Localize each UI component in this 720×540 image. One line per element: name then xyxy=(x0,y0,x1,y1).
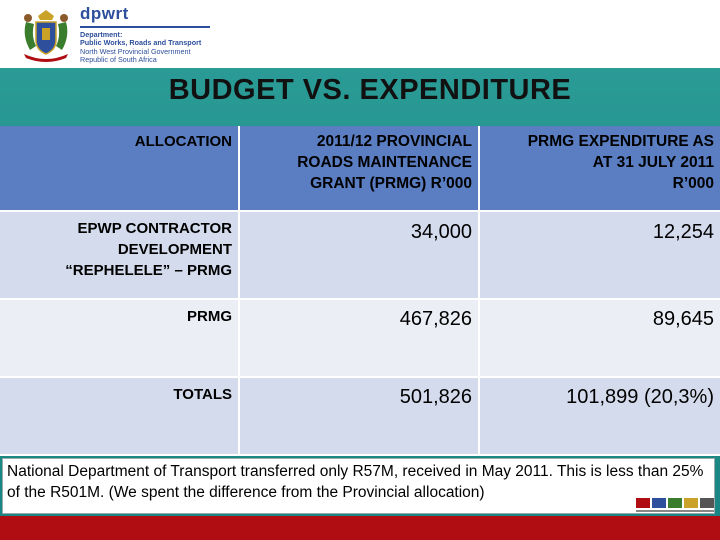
header-expenditure-line: R’000 xyxy=(672,175,714,192)
expenditure-value: 12,254 xyxy=(480,212,720,300)
department-name-block: dpwrt Department: Public Works, Roads an… xyxy=(80,4,210,65)
header-allocation: ALLOCATION xyxy=(0,126,240,212)
table-row: EPWP CONTRACTOR DEVELOPMENT “REPHELELE” … xyxy=(0,212,720,300)
row-label-line: PRMG xyxy=(187,308,232,325)
row-label: EPWP CONTRACTOR DEVELOPMENT “REPHELELE” … xyxy=(0,212,240,300)
header-grant-line: ROADS MAINTENANCE xyxy=(297,154,472,171)
grant-value: 501,826 xyxy=(240,378,480,456)
row-label-line: EPWP CONTRACTOR xyxy=(77,220,232,237)
expenditure-value: 89,645 xyxy=(480,300,720,378)
row-label-line: DEVELOPMENT xyxy=(117,241,232,258)
dept-line: Department: xyxy=(80,30,123,39)
department-header: dpwrt Department: Public Works, Roads an… xyxy=(0,0,720,68)
grant-value: 467,826 xyxy=(240,300,480,378)
dept-line: North West Provincial Government xyxy=(80,46,191,56)
table-row: PRMG 467,826 89,645 xyxy=(0,300,720,378)
row-label-line: TOTALS xyxy=(173,386,232,403)
dept-line: Public Works, Roads and Transport xyxy=(80,38,202,48)
row-label: TOTALS xyxy=(0,378,240,456)
header-grant: 2011/12 PROVINCIAL ROADS MAINTENANCE GRA… xyxy=(240,126,480,212)
header-grant-line: GRANT (PRMG) R’000 xyxy=(310,175,472,192)
header-expenditure: PRMG EXPENDITURE AS AT 31 JULY 2011 R’00… xyxy=(480,126,720,212)
dept-line: Republic of South Africa xyxy=(80,55,157,65)
epwp-logo-icon xyxy=(636,498,714,512)
grant-value: 34,000 xyxy=(240,212,480,300)
brand-divider xyxy=(80,26,210,28)
expenditure-value: 101,899 (20,3%) xyxy=(480,378,720,456)
note-text: National Department of Transport transfe… xyxy=(2,458,715,514)
table-row: TOTALS 501,826 101,899 (20,3%) xyxy=(0,378,720,456)
table-header-row: ALLOCATION 2011/12 PROVINCIAL ROADS MAIN… xyxy=(0,126,720,212)
footer-bar xyxy=(0,516,720,540)
header-expenditure-line: PRMG EXPENDITURE AS xyxy=(527,133,714,150)
page-title: BUDGET VS. EXPENDITURE xyxy=(168,74,572,106)
row-label: PRMG xyxy=(0,300,240,378)
brand-name: dpwrt xyxy=(80,4,129,23)
header-grant-line: 2011/12 PROVINCIAL xyxy=(316,133,472,150)
coat-of-arms-icon xyxy=(24,10,68,62)
header-expenditure-line: AT 31 JULY 2011 xyxy=(592,154,714,171)
row-label-line: “REPHELELE” – PRMG xyxy=(65,262,232,279)
